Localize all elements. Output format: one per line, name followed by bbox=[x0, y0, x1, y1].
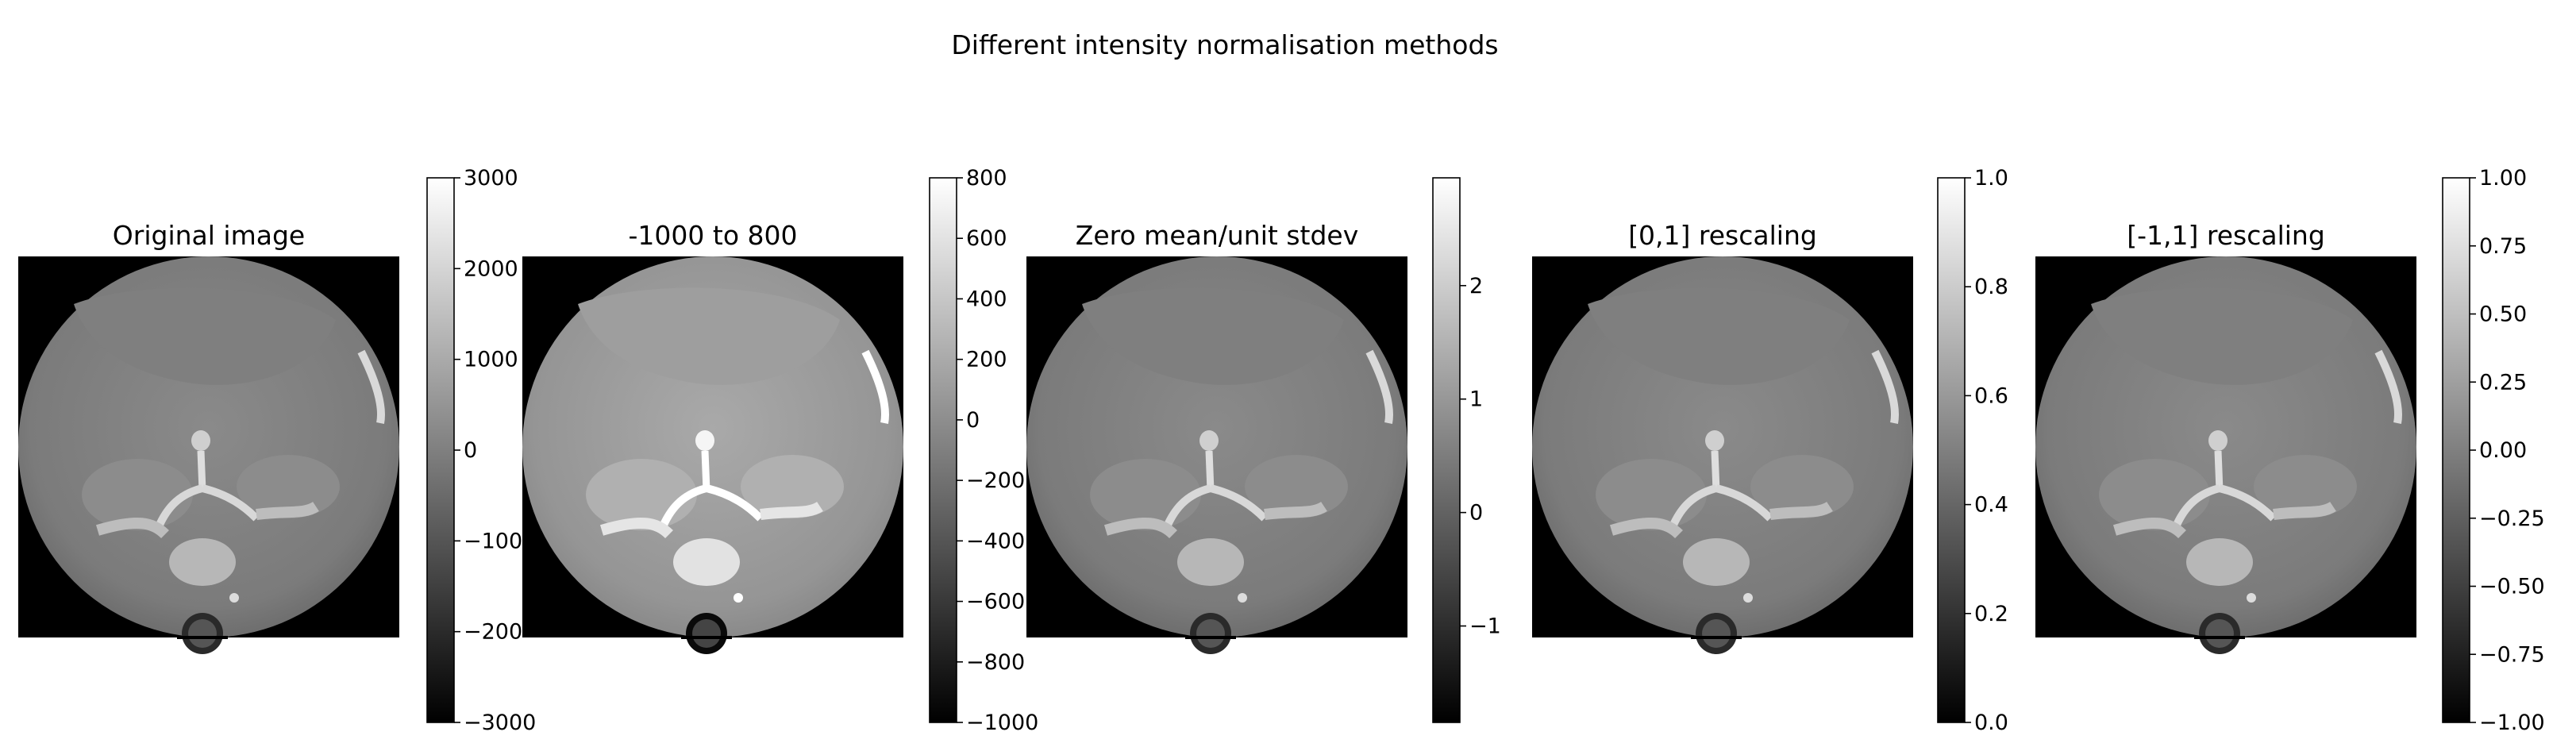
colorbar-tick-label: 0 bbox=[966, 408, 980, 433]
colorbar-tick-label: 0.50 bbox=[2479, 302, 2527, 327]
panel-original: Original image 3000 2000 1000 0 −100 −200 −300… bbox=[18, 166, 536, 735]
colorbar-tick-label: 1.00 bbox=[2479, 166, 2527, 191]
colorbar-tick-label: −0.75 bbox=[2479, 642, 2545, 667]
colorbar-tick-label: −3000 bbox=[464, 711, 536, 735]
colorbar-tick-label: 2000 bbox=[464, 256, 518, 281]
colorbar-tick-label: −1.00 bbox=[2479, 711, 2545, 735]
panel-rescale-11: [-1,1] rescaling 1.00 0.75 0.50 0.25 0.00 −0.… bbox=[2035, 166, 2545, 735]
colorbar-tick-label: 0.75 bbox=[2479, 234, 2527, 259]
colorbar-tick-label: −200 bbox=[966, 468, 1025, 493]
colorbar-tick-label: 3000 bbox=[464, 166, 518, 191]
panel-title: Original image bbox=[113, 220, 305, 251]
colorbar-tick-label: 1.0 bbox=[1974, 166, 2008, 191]
colorbar-tick-label: −0.50 bbox=[2479, 575, 2545, 599]
colorbar-tick-label: 0.2 bbox=[1974, 602, 2008, 626]
colorbar: 1.0 0.8 0.6 0.4 0.2 0.0 bbox=[1937, 166, 2008, 735]
panel-title: Zero mean/unit stdev bbox=[1076, 220, 1358, 251]
colorbar-tick-label: −1 bbox=[1469, 614, 1501, 639]
colorbar-gradient bbox=[929, 177, 957, 723]
colorbar-tick-label: −400 bbox=[966, 529, 1025, 553]
colorbar-tick-label: −0.25 bbox=[2479, 506, 2545, 531]
colorbar-gradient bbox=[2442, 177, 2470, 723]
colorbar-tick-label: −600 bbox=[966, 590, 1025, 614]
colorbar-tick-label: −200 bbox=[464, 620, 522, 645]
colorbar: 3000 2000 1000 0 −100 −200 −3000 bbox=[426, 166, 536, 735]
colorbar-tick-label: 400 bbox=[966, 287, 1007, 311]
colorbar-gradient bbox=[426, 177, 455, 723]
colorbar-tick-label: −100 bbox=[464, 529, 522, 553]
colorbar-tick-label: 0.00 bbox=[2479, 438, 2527, 463]
ct-image bbox=[18, 256, 399, 654]
panel-zscore: Zero mean/unit stdev 2 1 0 −1 bbox=[1026, 177, 1501, 723]
ct-image bbox=[1532, 256, 1913, 654]
colorbar-tick-label: 2 bbox=[1469, 274, 1483, 298]
colorbar-tick-label: 0 bbox=[1469, 501, 1483, 526]
colorbar-tick-label: 1000 bbox=[464, 348, 518, 372]
panel-clipped: -1000 to 800 800 600 400 200 0 −200 −400 −600 −8… bbox=[522, 166, 1038, 735]
colorbar-tick-label: 0.8 bbox=[1974, 275, 2008, 299]
colorbar: 1.00 0.75 0.50 0.25 0.00 −0.25 −0.50 −0.75 −1.00 bbox=[2442, 166, 2545, 735]
colorbar-tick-label: −800 bbox=[966, 650, 1025, 675]
colorbar-tick-label: 0.4 bbox=[1974, 493, 2008, 518]
figure-suptitle: Different intensity normalisation method… bbox=[951, 29, 1498, 60]
colorbar-gradient bbox=[1432, 177, 1461, 723]
panel-title: [-1,1] rescaling bbox=[2127, 220, 2325, 251]
colorbar-tick-label: 0.25 bbox=[2479, 370, 2527, 395]
panel-title: -1000 to 800 bbox=[629, 220, 798, 251]
colorbar: 800 600 400 200 0 −200 −400 −600 −800 −1000 bbox=[929, 166, 1038, 735]
colorbar-tick-label: 0.6 bbox=[1974, 383, 2008, 408]
colorbar-tick-label: 0.0 bbox=[1974, 711, 2008, 735]
colorbar-tick-label: −1000 bbox=[966, 711, 1038, 735]
colorbar-tick-label: 0 bbox=[464, 438, 477, 463]
panel-title: [0,1] rescaling bbox=[1628, 220, 1817, 251]
ct-image bbox=[1026, 256, 1407, 654]
ct-image bbox=[2035, 256, 2416, 654]
colorbar-tick-label: 200 bbox=[966, 348, 1007, 372]
colorbar-tick-label: 600 bbox=[966, 226, 1007, 251]
colorbar-tick-label: 800 bbox=[966, 166, 1007, 191]
panel-rescale-01: [0,1] rescaling 1.0 0.8 0.6 0.4 0.2 0.0 bbox=[1532, 166, 2008, 735]
colorbar-tick-label: 1 bbox=[1469, 387, 1483, 412]
ct-image bbox=[522, 256, 903, 654]
colorbar-gradient bbox=[1937, 177, 1966, 723]
colorbar: 2 1 0 −1 bbox=[1432, 177, 1501, 723]
